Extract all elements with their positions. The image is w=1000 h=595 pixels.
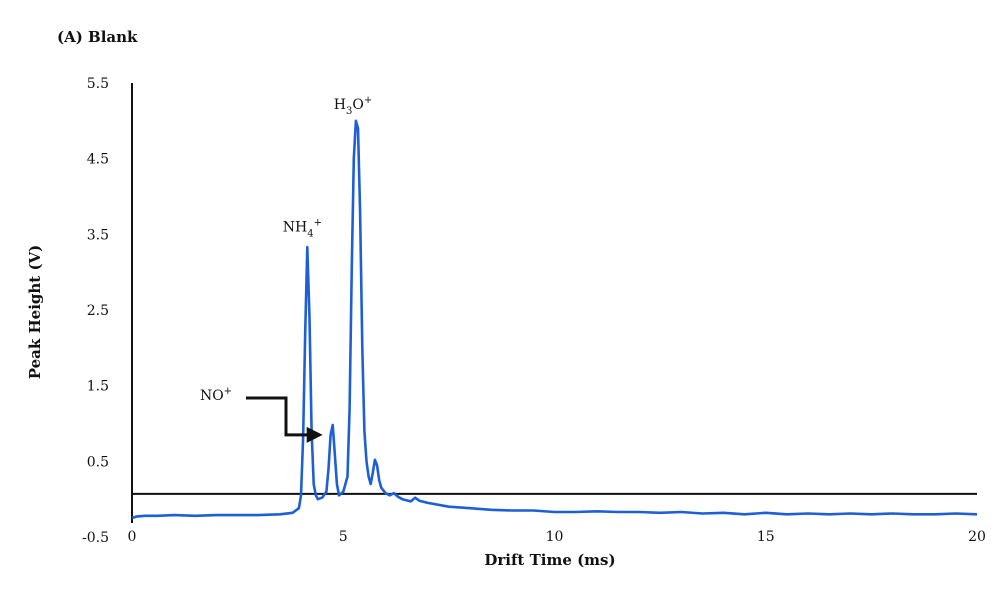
x-axis-ticks: 0 5 10 15 20 — [128, 529, 986, 545]
y-tick-label: 0.5 — [87, 454, 109, 470]
series-line — [131, 119, 978, 520]
chart-title: (A) Blank — [57, 28, 138, 46]
nh4-peak-label: NH4+ — [283, 218, 322, 240]
y-tick-label: 5.5 — [87, 76, 109, 92]
x-tick-label: 15 — [757, 529, 775, 545]
y-tick-label: 2.5 — [87, 303, 109, 319]
x-tick-label: 0 — [128, 529, 137, 545]
x-tick-label: 5 — [339, 529, 348, 545]
y-axis-title: Peak Height (V) — [26, 245, 44, 380]
no-peak-label: NO+ — [200, 386, 232, 404]
peak-annotations: NH4+ H3O+ NO+ — [200, 95, 372, 443]
y-tick-label: 4.5 — [87, 152, 109, 168]
x-tick-label: 20 — [968, 529, 986, 545]
no-arrow-head — [306, 426, 323, 443]
y-tick-label: 1.5 — [87, 379, 109, 395]
no-arrow-line — [246, 396, 309, 437]
x-axis-title: Drift Time (ms) — [484, 551, 615, 569]
y-tick-label: 3.5 — [87, 227, 109, 243]
y-axis-ticks: 5.5 4.5 3.5 2.5 1.5 0.5 -0.5 — [82, 76, 109, 546]
x-tick-label: 10 — [546, 529, 564, 545]
h3o-peak-label: H3O+ — [334, 95, 372, 117]
y-tick-label: -0.5 — [82, 530, 109, 546]
